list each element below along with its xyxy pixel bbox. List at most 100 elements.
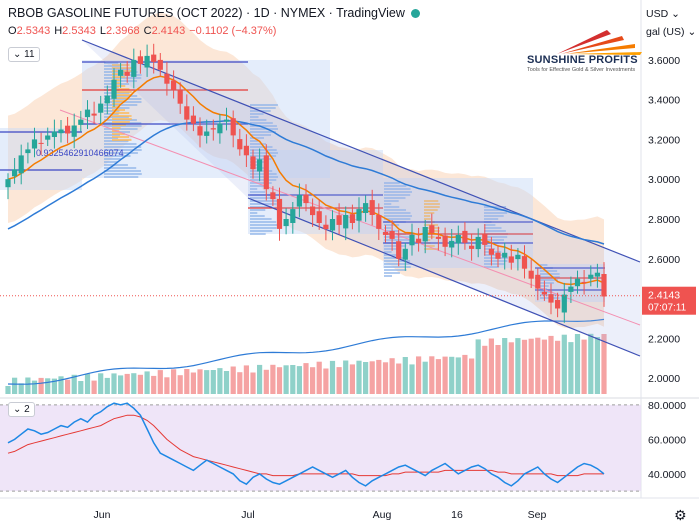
volume-profile-row <box>104 176 139 178</box>
volume-profile-row <box>384 260 411 262</box>
volume-profile-row <box>484 260 508 262</box>
rsi-pane-toggle[interactable]: ⌄ 2 <box>8 402 35 417</box>
volume-profile-row <box>112 103 121 105</box>
candle-body <box>416 238 422 243</box>
volume-profile-row <box>104 137 119 139</box>
volume-profile-row <box>250 146 273 148</box>
candle-body <box>363 203 369 213</box>
unit-label: gal (US) <box>646 26 685 38</box>
volume-bar <box>336 367 342 394</box>
volume-bar <box>356 360 362 394</box>
candle-body <box>51 131 57 137</box>
unit-selector[interactable]: gal (US) ⌄ <box>646 26 696 38</box>
candle-body <box>581 281 587 283</box>
volume-bar <box>581 339 587 394</box>
volume-bar <box>204 370 210 394</box>
volume-profile-row <box>384 227 392 229</box>
volume-profile-row <box>250 140 259 142</box>
volume-profile-row <box>384 182 400 184</box>
candle-body <box>230 118 236 136</box>
volume-profile-row <box>250 188 258 190</box>
volume-bar <box>349 364 355 394</box>
candle-body <box>164 73 170 84</box>
ohlc-key: L <box>99 25 106 37</box>
volume-profile-row <box>384 272 400 274</box>
volume-profile-row <box>112 121 130 123</box>
volume-profile-row <box>250 206 272 208</box>
candle-body <box>568 286 574 292</box>
rsi-tick-label: 60.0000 <box>648 434 686 446</box>
volume-bar <box>323 368 329 394</box>
candle-body <box>502 252 508 258</box>
volume-bar <box>257 364 263 394</box>
volume-profile-row <box>250 182 272 184</box>
candle-body <box>495 252 501 259</box>
ohlc-value: 2.5343 <box>62 25 96 37</box>
volume-profile-row <box>540 279 558 281</box>
volume-bar <box>396 363 402 394</box>
price-tick-label: 2.0000 <box>648 373 680 385</box>
price-tick-label: 2.6000 <box>648 254 680 266</box>
volume-profile-row <box>424 248 438 250</box>
candle-body <box>601 274 607 297</box>
volume-bar <box>369 361 375 394</box>
volume-profile-row <box>112 136 129 138</box>
last-price-label: 2.4143 <box>648 290 680 302</box>
volume-bar <box>548 335 554 394</box>
volume-profile-row <box>484 239 504 241</box>
volume-profile-row <box>250 143 266 145</box>
volume-profile-row <box>250 179 277 181</box>
price-tick-label: 3.6000 <box>648 55 680 67</box>
candle-body <box>349 214 355 223</box>
candle-body <box>25 149 31 154</box>
indicator-count: 11 <box>24 49 35 60</box>
candle-body <box>409 234 415 246</box>
ohlc-readout: O2.5343 H2.5343 L2.3968 C2.4143 −0.1102 (−4.… <box>8 25 280 37</box>
volume-profile-row <box>384 215 412 217</box>
volume-bar <box>243 365 249 394</box>
candle-body <box>131 59 137 77</box>
volume-profile-row <box>112 67 132 69</box>
volume-profile-row <box>250 173 277 175</box>
ohlc-value: 2.3968 <box>105 25 140 37</box>
volume-profile-row <box>112 97 130 99</box>
candle-body <box>283 219 289 227</box>
volume-profile-row <box>104 170 141 172</box>
candle-body <box>263 155 269 190</box>
volume-bar <box>495 345 501 394</box>
rsi-tick-label: 80.0000 <box>648 400 686 412</box>
candle-body <box>12 169 18 177</box>
volume-bar <box>38 377 44 394</box>
candle-body <box>548 294 554 303</box>
volume-bar <box>555 340 561 394</box>
time-axis: Jun Jul Aug 16 Sep <box>94 509 547 521</box>
volume-bar <box>528 338 534 394</box>
candle-body <box>488 248 494 255</box>
settings-gear-icon[interactable]: ⚙ <box>674 507 687 523</box>
rsi-line <box>7 402 605 487</box>
volume-bar <box>469 358 475 394</box>
volume-profile-row <box>112 106 120 108</box>
volume-profile-row <box>250 122 273 124</box>
volume-profile-row <box>484 212 508 214</box>
volume-profile-row <box>112 85 126 87</box>
volume-bar <box>131 373 137 394</box>
volume-profile-row <box>112 94 132 96</box>
time-tick-label: Sep <box>528 509 547 521</box>
volume-profile-row <box>540 282 554 284</box>
currency-selector[interactable]: USD ⌄ <box>646 8 680 20</box>
time-tick-label: Aug <box>373 509 392 521</box>
last-price-tag <box>642 286 696 315</box>
candle-body <box>250 156 256 170</box>
candle-body <box>223 119 230 122</box>
volume-profile-row <box>384 185 407 187</box>
indicators-toggle[interactable]: ⌄ 11 <box>8 47 40 62</box>
volume-bar <box>157 370 163 394</box>
candle-body <box>190 115 196 124</box>
volume-profile-row <box>484 266 499 268</box>
volume-bar <box>118 375 124 394</box>
volume-profile-row <box>484 206 507 208</box>
ohlc-value: 2.5343 <box>16 25 51 37</box>
volume-profile-row <box>250 230 273 232</box>
volume-profile-row <box>112 133 125 135</box>
